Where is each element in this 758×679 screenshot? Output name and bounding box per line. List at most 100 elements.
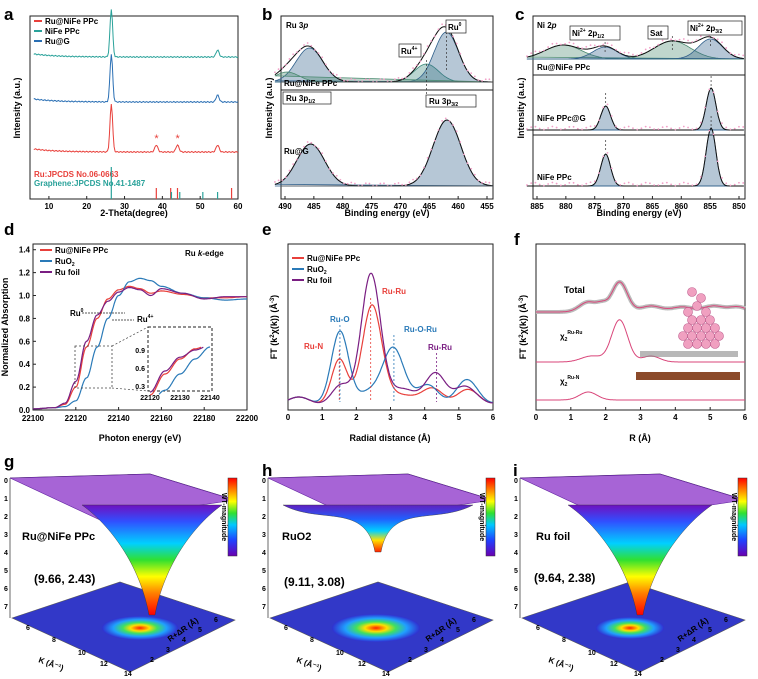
- raw-data-point: [350, 181, 353, 184]
- raw-data-point: [452, 35, 454, 38]
- raw-data-point: [653, 46, 656, 49]
- raw-data-point: [551, 42, 554, 45]
- raw-data-point: [712, 133, 715, 136]
- raw-data-point: [568, 182, 571, 184]
- k-axis-label: K (Å⁻¹): [547, 655, 575, 672]
- raw-data-point: [691, 128, 694, 131]
- x-axis-label: 2-Theta(degree): [100, 208, 168, 218]
- raw-data-point: [695, 39, 698, 42]
- raw-data-point: [310, 141, 313, 144]
- raw-data-point: [564, 127, 567, 130]
- x-tick-label: 875: [588, 202, 602, 211]
- raw-data-point: [317, 147, 320, 150]
- raw-data-point: [534, 125, 537, 128]
- asterisk-marker: *: [175, 133, 180, 145]
- k-tick-label: 10: [336, 650, 344, 657]
- raw-data-point: [708, 129, 711, 132]
- panel-label: a: [4, 5, 14, 24]
- raw-data-point: [568, 41, 571, 44]
- z-tick-label: 6: [262, 586, 266, 593]
- y-tick-label: 0.0: [19, 406, 31, 415]
- raw-data-point: [704, 106, 706, 109]
- x-tick-label: 4: [422, 413, 427, 422]
- x-ticks: 885 880 875 870 865 860 855 850: [530, 196, 746, 211]
- raw-data-point: [288, 169, 291, 172]
- z-tick-label: 6: [4, 586, 8, 593]
- raw-data-point: [448, 120, 451, 122]
- x-tick-label: 880: [559, 202, 573, 211]
- fit-envelope: [526, 87, 744, 131]
- z-tick-label: 1: [262, 496, 266, 503]
- raw-data-point: [328, 168, 331, 170]
- raw-data-point: [412, 178, 414, 181]
- z-tick-label: 5: [262, 568, 266, 575]
- series-lines: * *: [33, 9, 239, 154]
- raw-data-point: [615, 180, 617, 183]
- sample-label: Ru@G: [284, 147, 309, 156]
- raw-data-point: [712, 36, 715, 39]
- sample-label: NiFe PPc: [537, 173, 572, 182]
- raw-data-point: [657, 128, 660, 131]
- ru-atom: [701, 323, 711, 333]
- panel-label: i: [513, 461, 518, 480]
- raw-data-point: [393, 78, 396, 81]
- raw-data-point: [530, 126, 533, 129]
- raw-data-point: [653, 128, 656, 131]
- raw-data-point: [598, 119, 600, 122]
- raw-data-point: [332, 72, 334, 75]
- annotation-ru-ru-2: Ru-Ru: [428, 343, 452, 352]
- raw-data-point: [314, 49, 316, 51]
- x-ticks: 0 1 2 3 4 5 6: [286, 407, 496, 422]
- raw-data-point: [437, 28, 440, 31]
- raw-data-point: [526, 128, 528, 130]
- r-tick-label: 6: [472, 617, 476, 624]
- y-tick-label: 0.8: [19, 314, 31, 323]
- k-tick-label: 6: [536, 625, 540, 632]
- raw-data-point: [441, 120, 444, 122]
- wt-funnel: [282, 504, 474, 553]
- raw-data-point: [346, 182, 349, 185]
- raw-data-point: [678, 38, 681, 41]
- raw-data-point: [470, 167, 473, 170]
- raw-data-point: [665, 125, 668, 128]
- raw-data-point: [466, 162, 469, 165]
- r-tick-label: 4: [182, 637, 186, 644]
- xanes-lines: [32, 277, 247, 410]
- annotation-ru-o: Ru-O: [330, 315, 350, 324]
- raw-data-point: [350, 77, 353, 80]
- raw-data-point: [324, 63, 327, 66]
- peak-label-ru3p32: Ru 3p3/2: [425, 94, 477, 108]
- y-tick-label: 1.0: [19, 292, 31, 301]
- legend-entry: RuO2: [55, 257, 75, 268]
- raw-data-point: [488, 78, 491, 81]
- raw-data-point: [716, 38, 719, 41]
- r-tick-label: 3: [424, 647, 428, 654]
- raw-data-point: [695, 183, 698, 186]
- x-axis-label: Binding energy (eV): [344, 208, 429, 218]
- k-tick-label: 10: [78, 650, 86, 657]
- raw-data-point: [644, 125, 647, 128]
- raw-data-point: [303, 44, 305, 46]
- reference-label-ru: Ru:JPCDS No.06-0663: [34, 170, 119, 179]
- x-tick-label: 885: [530, 202, 544, 211]
- x-ticks: 0 1 2 3 4 5 6: [534, 407, 748, 422]
- colorbar-label: WT-magnitude: [220, 493, 227, 541]
- raw-data-point: [310, 44, 313, 47]
- raw-data-point: [306, 141, 309, 143]
- raw-data-point: [678, 127, 681, 129]
- raw-data-point: [725, 47, 728, 49]
- z-tick-label: 2: [262, 514, 266, 521]
- raw-data-point: [615, 125, 617, 128]
- reference-label-graphene: Graphene:JPCDS No.41-1487: [34, 179, 146, 188]
- sample-label: Ru@NiFe PPc: [284, 79, 338, 88]
- panel-label: h: [262, 461, 272, 480]
- annotation-ru-o-ru: Ru-O-Ru: [404, 325, 437, 334]
- inset-lines: [149, 346, 211, 396]
- edge-label: Ru k-edge: [185, 249, 224, 258]
- raw-data-point: [473, 75, 476, 78]
- raw-data-point: [742, 126, 745, 128]
- ru-atom: [705, 315, 715, 325]
- raw-data-point: [353, 78, 356, 81]
